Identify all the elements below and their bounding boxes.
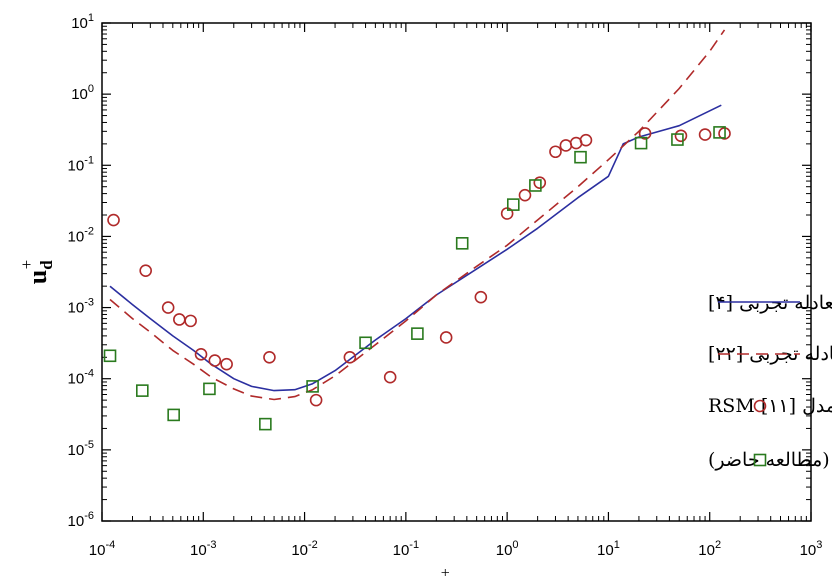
point-square bbox=[359, 336, 372, 350]
point-circle bbox=[474, 290, 488, 304]
point-square bbox=[103, 349, 117, 363]
x-axis-title: τ+ bbox=[430, 565, 449, 576]
series-markers bbox=[103, 126, 731, 431]
y-tick-label: 10-3 bbox=[68, 297, 94, 317]
point-circle bbox=[549, 145, 562, 159]
point-circle bbox=[107, 213, 120, 227]
y-axis-title-base: u bbox=[23, 270, 52, 284]
y-tick-label: 10-6 bbox=[68, 510, 94, 530]
point-circle bbox=[263, 350, 276, 364]
y-axis-title-sup: + bbox=[17, 260, 36, 270]
x-tick-label: 102 bbox=[698, 539, 721, 559]
point-circle bbox=[343, 350, 357, 364]
point-circle bbox=[173, 313, 186, 326]
point-square bbox=[671, 133, 684, 146]
point-square bbox=[455, 237, 469, 250]
minor-ticks bbox=[102, 23, 811, 521]
y-tick-label: 10-5 bbox=[68, 439, 94, 459]
point-square bbox=[506, 198, 520, 211]
point-circle bbox=[383, 370, 397, 384]
series-line-0 bbox=[109, 104, 722, 392]
x-tick-label: 103 bbox=[800, 539, 823, 559]
point-square bbox=[713, 126, 726, 139]
legend-label-rsm-11: مدل RSM [۱۱] bbox=[708, 395, 832, 417]
x-tick-label: 10-3 bbox=[190, 539, 216, 559]
series-line-1 bbox=[109, 29, 726, 401]
point-square bbox=[167, 408, 180, 422]
point-circle bbox=[698, 128, 712, 141]
point-circle bbox=[518, 188, 532, 202]
point-square bbox=[634, 136, 648, 150]
point-circle bbox=[309, 393, 323, 407]
y-tick-label: 10-1 bbox=[68, 154, 94, 174]
legend-swatch-2 bbox=[753, 399, 767, 413]
x-tick-label: 10-1 bbox=[393, 539, 419, 559]
x-tick-label: 10-2 bbox=[291, 539, 317, 559]
x-tick-label: 10-4 bbox=[89, 539, 115, 559]
point-square bbox=[136, 384, 149, 397]
point-circle bbox=[674, 129, 688, 143]
y-axis-title: ud+ bbox=[17, 260, 56, 285]
point-square bbox=[411, 327, 424, 340]
plot-frame bbox=[101, 22, 812, 522]
y-axis-title-sub: d bbox=[37, 260, 56, 270]
y-tick-label: 10-2 bbox=[68, 225, 94, 245]
point-circle bbox=[559, 139, 573, 152]
point-square bbox=[529, 179, 542, 192]
y-tick-label: 100 bbox=[71, 83, 94, 103]
y-tick-label: 10-4 bbox=[68, 368, 94, 388]
point-circle bbox=[533, 176, 547, 189]
point-square bbox=[203, 382, 216, 396]
major-ticks bbox=[101, 22, 812, 522]
point-circle bbox=[161, 301, 175, 314]
point-square bbox=[574, 150, 587, 164]
y-tick-labels: 10-6 10-5 10-4 10-3 10-2 10-1 100 101 bbox=[68, 12, 94, 530]
point-circle bbox=[439, 331, 453, 344]
legend-label-rsm-present: مدل RSM (مطالعه حاضر) bbox=[708, 449, 832, 471]
legend-label-empirical-22: معادله تجربی [۲۲] bbox=[708, 343, 832, 365]
legend: معادله تجربی [۴] معادله تجربی [۲۲] مدل R… bbox=[708, 292, 832, 471]
point-circle bbox=[638, 127, 652, 140]
point-circle bbox=[194, 348, 208, 361]
x-tick-label: 100 bbox=[496, 539, 519, 559]
series-lines bbox=[109, 29, 726, 401]
x-axis-title-base: τ bbox=[430, 567, 440, 576]
point-circle bbox=[184, 314, 197, 328]
x-tick-label: 101 bbox=[597, 539, 620, 559]
y-tick-label: 101 bbox=[71, 12, 94, 32]
point-circle bbox=[220, 357, 233, 371]
point-circle bbox=[579, 133, 593, 147]
point-circle bbox=[139, 264, 152, 277]
point-circle bbox=[208, 354, 222, 367]
x-axis-title-sup: + bbox=[441, 565, 450, 576]
legend-swatch-3 bbox=[753, 453, 767, 467]
x-tick-labels: 10-4 10-3 10-2 10-1 100 101 102 103 bbox=[89, 539, 823, 559]
point-square bbox=[306, 380, 319, 393]
point-square bbox=[259, 417, 272, 431]
legend-label-empirical-4: معادله تجربی [۴] bbox=[708, 292, 832, 314]
